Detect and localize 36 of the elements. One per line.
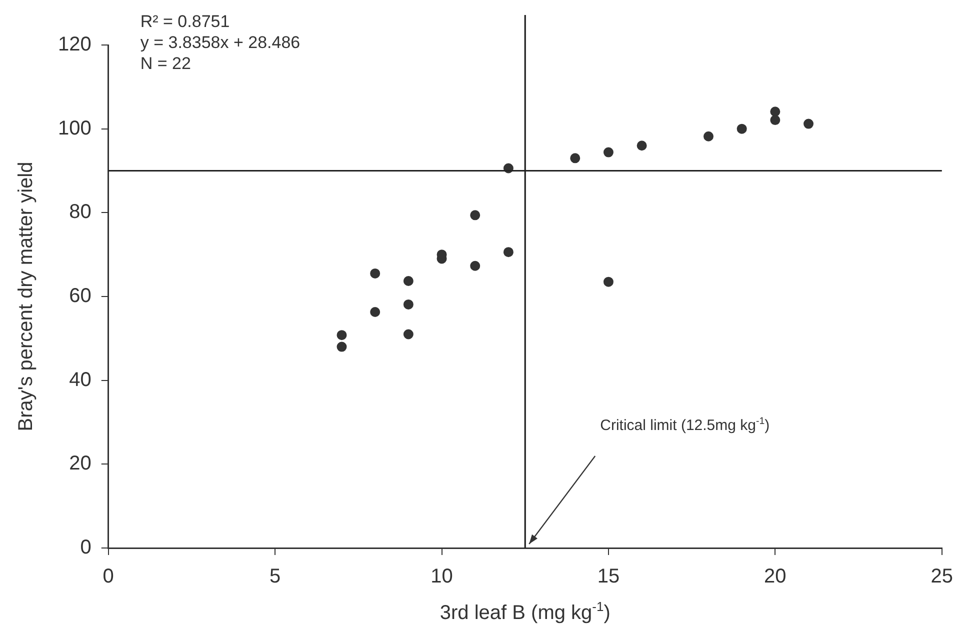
x-tick-label: 10: [430, 566, 453, 588]
y-tick-label: 120: [58, 34, 92, 56]
point: [636, 140, 647, 151]
point: [736, 124, 747, 134]
point: [804, 118, 814, 129]
point: [403, 299, 414, 310]
text: R² = 0.8751: [140, 12, 230, 31]
point: [570, 153, 580, 164]
point: [470, 260, 480, 271]
y-tick-label: 80: [69, 201, 92, 224]
point: [770, 106, 780, 117]
x-tick-label: 15: [597, 566, 620, 588]
y-tick-label: 40: [69, 368, 92, 391]
y-tick-label: 0: [80, 536, 92, 559]
point: [503, 247, 514, 258]
y-tick-label: 60: [69, 285, 92, 308]
point: [603, 276, 614, 287]
point: [370, 268, 380, 278]
x-tick-label: 20: [764, 566, 786, 588]
point: [403, 276, 414, 286]
point: [703, 131, 714, 142]
x-tick-label: 5: [270, 566, 281, 588]
point: [603, 147, 614, 158]
y-tick-label: 100: [58, 117, 92, 140]
point: [336, 330, 347, 340]
point: [770, 115, 780, 126]
y-tick-label: 20: [69, 452, 92, 475]
annotation: N = 22: [140, 54, 191, 73]
annotation: y = 3.8358x + 28.486: [140, 33, 300, 52]
point: [403, 329, 414, 340]
x-tick-label: 25: [930, 566, 953, 588]
point: [470, 210, 480, 220]
x-tick-label: 0: [102, 566, 114, 588]
y-axis-title: Bray's percent dry matter yield: [15, 162, 37, 432]
point: [370, 307, 380, 318]
point: [336, 342, 347, 352]
